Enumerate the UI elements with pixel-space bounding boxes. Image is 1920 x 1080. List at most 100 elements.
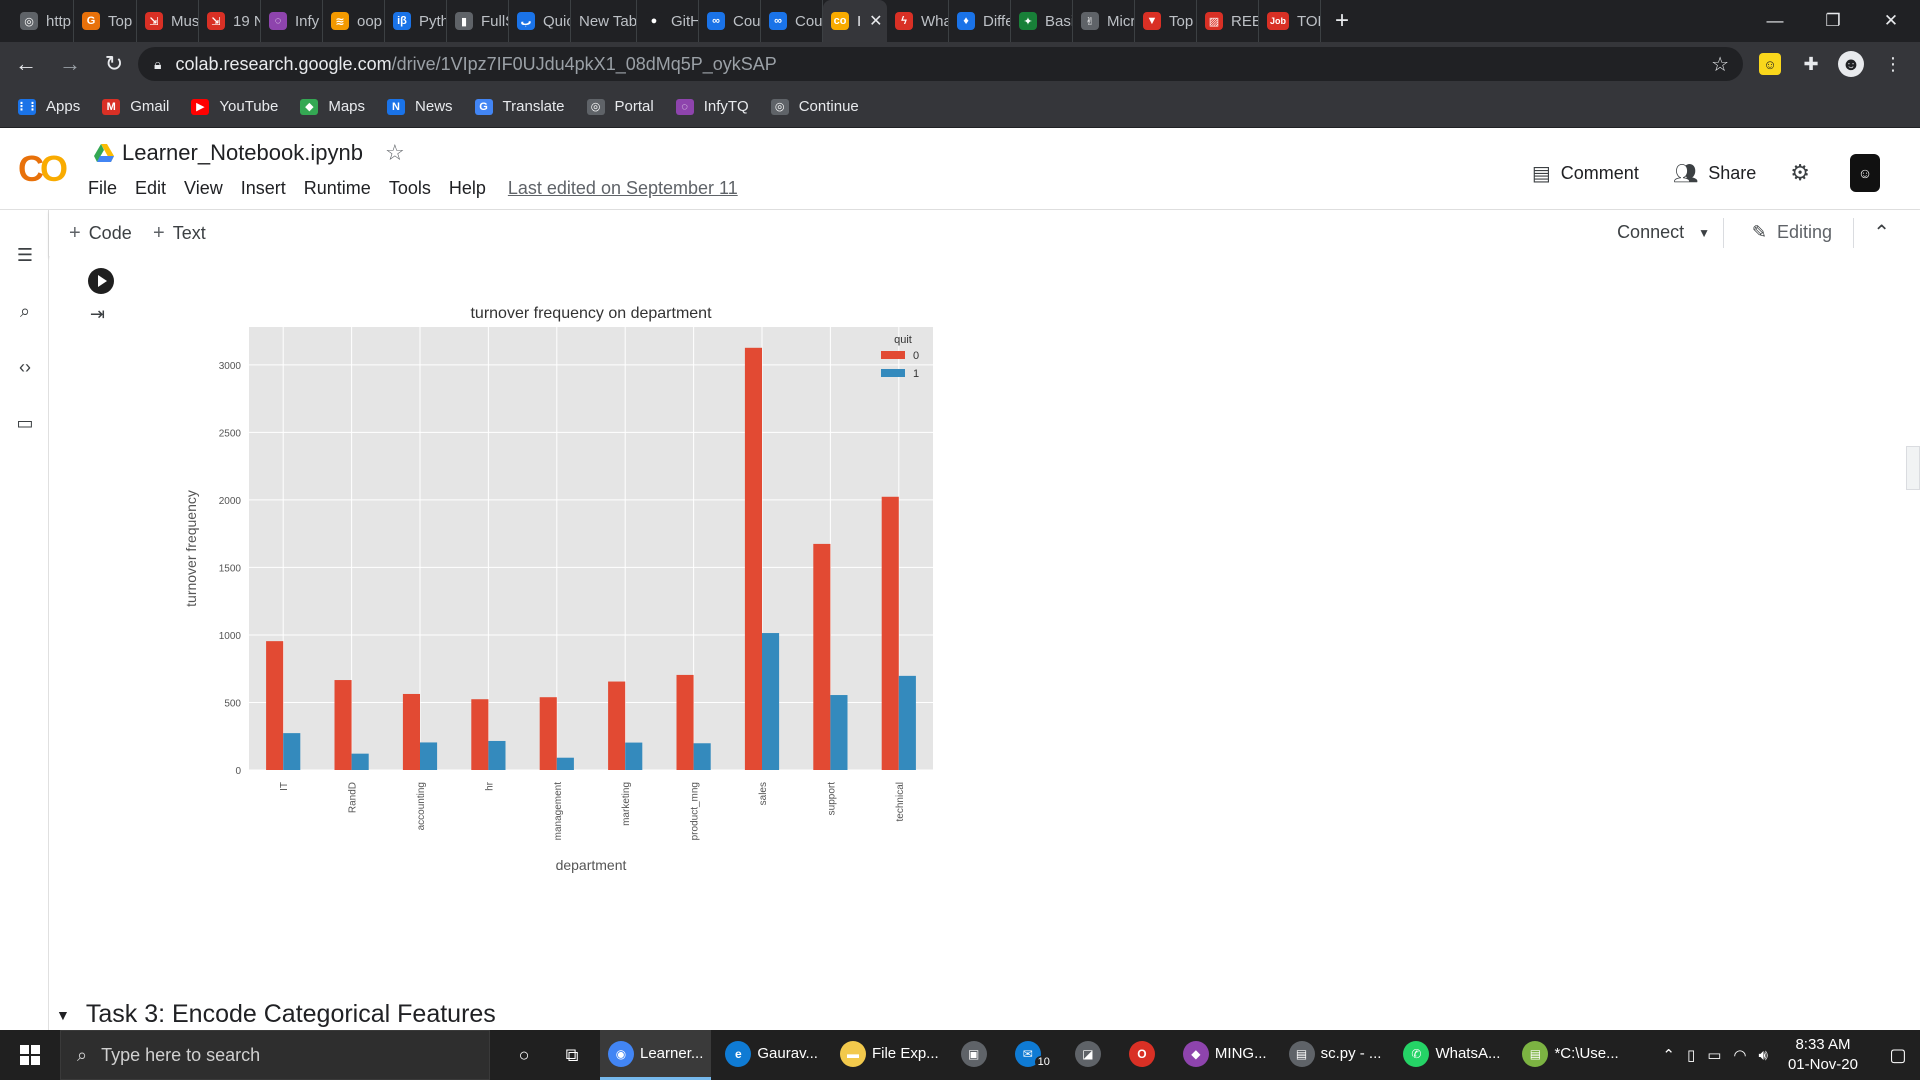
close-tab-icon[interactable]: ✕ xyxy=(869,13,883,30)
table-of-contents-icon[interactable]: ☰ xyxy=(16,244,34,265)
last-edited-link[interactable]: Last edited on September 11 xyxy=(507,178,738,198)
browser-tab[interactable]: ▮ FullS xyxy=(447,0,509,42)
windows-start-icon[interactable] xyxy=(0,1030,60,1080)
taskbar-app[interactable]: e Gaurav... xyxy=(717,1030,826,1080)
share-button[interactable]: 👥︎ Share xyxy=(1673,161,1756,186)
menu-item-insert[interactable]: Insert xyxy=(240,178,286,198)
y-tick-label: 0 xyxy=(235,766,241,777)
menu-item-runtime[interactable]: Runtime xyxy=(303,178,371,198)
section-heading[interactable]: ▼ Task 3: Encode Categorical Features xyxy=(56,1000,496,1029)
taskbar-app[interactable]: ▬ File Exp... xyxy=(832,1030,947,1080)
clock[interactable]: 8:33 AM 01-Nov-20 xyxy=(1788,1035,1858,1075)
output-icon[interactable]: ⇥ xyxy=(90,304,106,324)
usb-icon[interactable]: ▯ xyxy=(1686,1047,1696,1064)
comment-button[interactable]: ▤ Comment xyxy=(1532,161,1639,186)
browser-tab[interactable]: ◌ Infy xyxy=(261,0,323,42)
bookmark-item[interactable]: ◆ Maps xyxy=(300,98,365,115)
bar-hr-0 xyxy=(471,699,489,770)
collapse-triangle-icon[interactable]: ▼ xyxy=(56,1006,70,1023)
address-bar[interactable]: 🔒︎ colab.research.google.com/drive/1VIpz… xyxy=(138,47,1743,81)
taskbar-app[interactable]: ▤ sc.py - ... xyxy=(1281,1030,1390,1080)
chevron-up-icon[interactable]: ⌃ xyxy=(1873,222,1890,244)
browser-tab[interactable]: ∞ Cou xyxy=(761,0,823,42)
chrome-menu-icon[interactable]: ⋮ xyxy=(1884,53,1902,74)
minimize-icon[interactable]: — xyxy=(1766,11,1784,30)
browser-tab[interactable]: ب Quic xyxy=(509,0,571,42)
extensions-puzzle-icon[interactable]: ✚ xyxy=(1803,53,1819,74)
close-window-icon[interactable]: ✕ xyxy=(1883,11,1899,30)
search-icon[interactable]: ⌕ xyxy=(19,300,31,321)
scrollbar[interactable] xyxy=(1906,446,1920,490)
extension-icon[interactable]: ☺ xyxy=(1759,53,1781,75)
taskbar-app[interactable]: ✆ WhatsA... xyxy=(1395,1030,1508,1080)
back-icon[interactable]: ← xyxy=(15,51,37,76)
taskbar-search[interactable]: ⌕ Type here to search xyxy=(60,1030,490,1080)
menu-item-file[interactable]: File xyxy=(88,178,118,198)
bookmark-item[interactable]: ◎ Portal xyxy=(586,98,654,115)
browser-tab[interactable]: ✦ Basi xyxy=(1011,0,1073,42)
browser-tab[interactable]: ⇲ Mus xyxy=(137,0,199,42)
profile-avatar-icon[interactable]: ☻ xyxy=(1838,51,1864,77)
settings-button[interactable]: ⚙ xyxy=(1790,160,1820,186)
bookmark-item[interactable]: ▶ YouTube xyxy=(191,98,278,115)
menu-item-view[interactable]: View xyxy=(184,178,223,198)
add-code-button[interactable]: + Code xyxy=(69,222,132,245)
browser-tab[interactable]: Job TOP xyxy=(1259,0,1321,42)
task-view-icon[interactable]: ⧉ xyxy=(565,1044,579,1065)
browser-tab[interactable]: ≋ oop xyxy=(323,0,385,42)
wifi-icon[interactable]: ◠ xyxy=(1733,1047,1747,1064)
taskbar-app[interactable]: ◆ MING... xyxy=(1175,1030,1275,1080)
taskbar-app[interactable]: ✉ 10 xyxy=(1007,1030,1061,1080)
avatar[interactable]: ☺ xyxy=(1850,154,1880,192)
bookmark-item[interactable]: ◎ Continue xyxy=(770,98,859,115)
new-tab-icon[interactable]: + xyxy=(1335,7,1350,34)
bookmark-item[interactable]: G Translate xyxy=(474,98,565,115)
browser-tab[interactable]: G Top xyxy=(74,0,137,42)
bookmark-star-icon[interactable]: ☆ xyxy=(1711,54,1729,76)
run-cell-button[interactable] xyxy=(88,268,114,294)
forward-icon[interactable]: → xyxy=(59,51,81,76)
menu-item-tools[interactable]: Tools xyxy=(388,178,431,198)
code-snippets-icon[interactable]: ‹› xyxy=(19,356,31,377)
menu-item-edit[interactable]: Edit xyxy=(135,178,167,198)
volume-icon[interactable]: 🔊︎ xyxy=(1758,1046,1768,1064)
legend-entry: 0 xyxy=(913,350,919,362)
browser-tab[interactable]: ♦ Diffe xyxy=(949,0,1011,42)
restore-icon[interactable]: ❐ xyxy=(1825,11,1841,30)
taskbar-app[interactable]: O xyxy=(1121,1030,1169,1080)
notebook-name[interactable]: Learner_Notebook.ipynb xyxy=(122,140,363,165)
browser-tab[interactable]: ▨ REE xyxy=(1197,0,1259,42)
browser-tab[interactable]: ◎ http xyxy=(12,0,74,42)
battery-icon[interactable]: ▭ xyxy=(1707,1047,1722,1064)
bookmark-item[interactable]: N News xyxy=(387,98,453,115)
browser-tab[interactable]: ⇲ 19 N xyxy=(199,0,261,42)
browser-tab[interactable]: New Tab xyxy=(571,0,637,42)
taskbar-app[interactable]: ◉ Learner... xyxy=(600,1030,712,1080)
bookmark-item[interactable]: M Gmail xyxy=(102,98,169,115)
bookmark-item[interactable]: ◌ InfyTQ xyxy=(675,98,749,115)
taskbar-app[interactable]: ▤ *C:\Use... xyxy=(1514,1030,1626,1080)
connect-button[interactable]: Connect ▼ xyxy=(1617,222,1710,243)
menu-item-help[interactable]: Help xyxy=(448,178,486,198)
notifications-icon[interactable]: ▢ xyxy=(1889,1044,1907,1065)
browser-tab[interactable]: iβ Pyth xyxy=(385,0,447,42)
bookmark-label: YouTube xyxy=(219,98,279,115)
add-text-button[interactable]: + Text xyxy=(153,222,206,245)
browser-tab[interactable]: co I ✕ xyxy=(823,0,887,42)
browser-tab[interactable]: ∞ Cou xyxy=(699,0,761,42)
colab-logo[interactable]: CO xyxy=(18,148,68,189)
browser-tab[interactable]: ▼ Top xyxy=(1135,0,1197,42)
browser-tab[interactable]: ✌ Micr xyxy=(1073,0,1135,42)
star-icon[interactable]: ☆ xyxy=(384,140,405,165)
reload-icon[interactable]: ↻ xyxy=(104,51,124,76)
cortana-icon[interactable]: ○ xyxy=(518,1044,530,1065)
browser-tab[interactable]: ● GitH xyxy=(637,0,699,42)
browser-tab[interactable]: ϟ Wha xyxy=(887,0,949,42)
taskbar-app[interactable]: ◪ xyxy=(1067,1030,1115,1080)
chevron-up-icon[interactable]: ⌃ xyxy=(1662,1047,1675,1064)
taskbar-app[interactable]: ▣ xyxy=(953,1030,1001,1080)
editing-mode-button[interactable]: ✎ Editing xyxy=(1752,222,1832,243)
folder-icon[interactable]: ▭ xyxy=(16,412,34,433)
bookmark-item[interactable]: ⋮⋮ Apps xyxy=(16,98,80,115)
